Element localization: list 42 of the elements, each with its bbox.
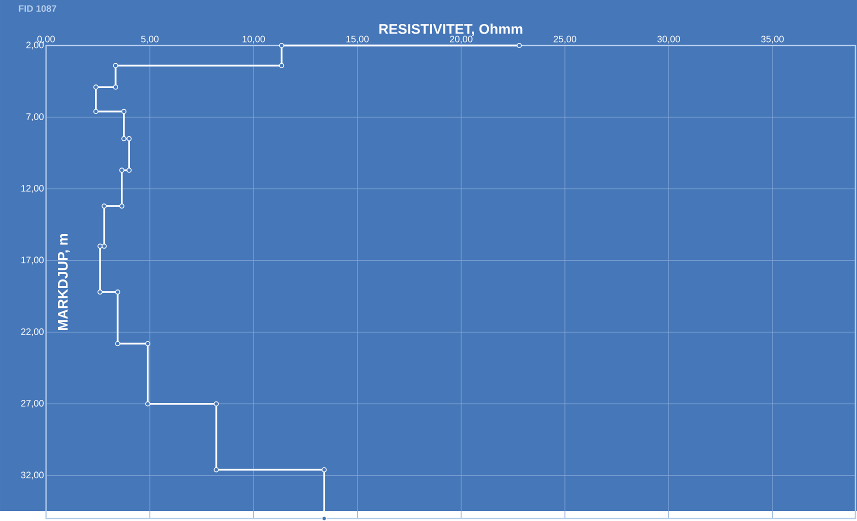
y-tick-label: 17,00 (21, 256, 44, 265)
point (98, 244, 103, 249)
point (322, 467, 327, 472)
point (214, 467, 219, 472)
chart-title: FID 1087 (18, 5, 56, 12)
point (121, 136, 126, 142)
point (279, 63, 284, 68)
point (93, 109, 98, 114)
y-tick-label: 32,00 (21, 472, 44, 480)
point (102, 204, 107, 209)
y-tick-label: 12,00 (21, 185, 44, 193)
point (121, 109, 126, 114)
y-tick-label: 2,00 (26, 42, 44, 50)
point (126, 136, 132, 142)
point (145, 341, 150, 346)
y-axis-title: MARKDJUP, m (58, 234, 70, 330)
point (115, 290, 120, 295)
x-tick-label: 10,00 (242, 36, 265, 44)
point (119, 168, 124, 173)
x-tick-label: 5,00 (141, 36, 159, 44)
point (98, 290, 103, 295)
point (115, 341, 120, 346)
x-tick-label: 0,00 (37, 36, 55, 44)
point (279, 43, 284, 48)
x-tick-label: 25,00 (554, 36, 576, 44)
point (113, 84, 118, 90)
x-axis-title: RESISTIVITET, Ohmm (379, 24, 522, 36)
point (113, 63, 118, 68)
y-tick-label: 27,00 (21, 400, 44, 408)
point (145, 401, 150, 407)
x-tick-label: 15,00 (346, 36, 369, 44)
point (93, 84, 98, 90)
x-tick-label: 35,00 (761, 36, 784, 44)
point (126, 168, 132, 173)
y-tick-label: 7,00 (26, 114, 44, 122)
point (516, 43, 522, 48)
point (214, 401, 219, 407)
point (102, 244, 107, 249)
point (119, 204, 124, 209)
x-tick-label: 20,00 (450, 36, 472, 44)
y-tick-label: 22,00 (21, 328, 44, 336)
x-tick-label: 30,00 (657, 36, 680, 44)
